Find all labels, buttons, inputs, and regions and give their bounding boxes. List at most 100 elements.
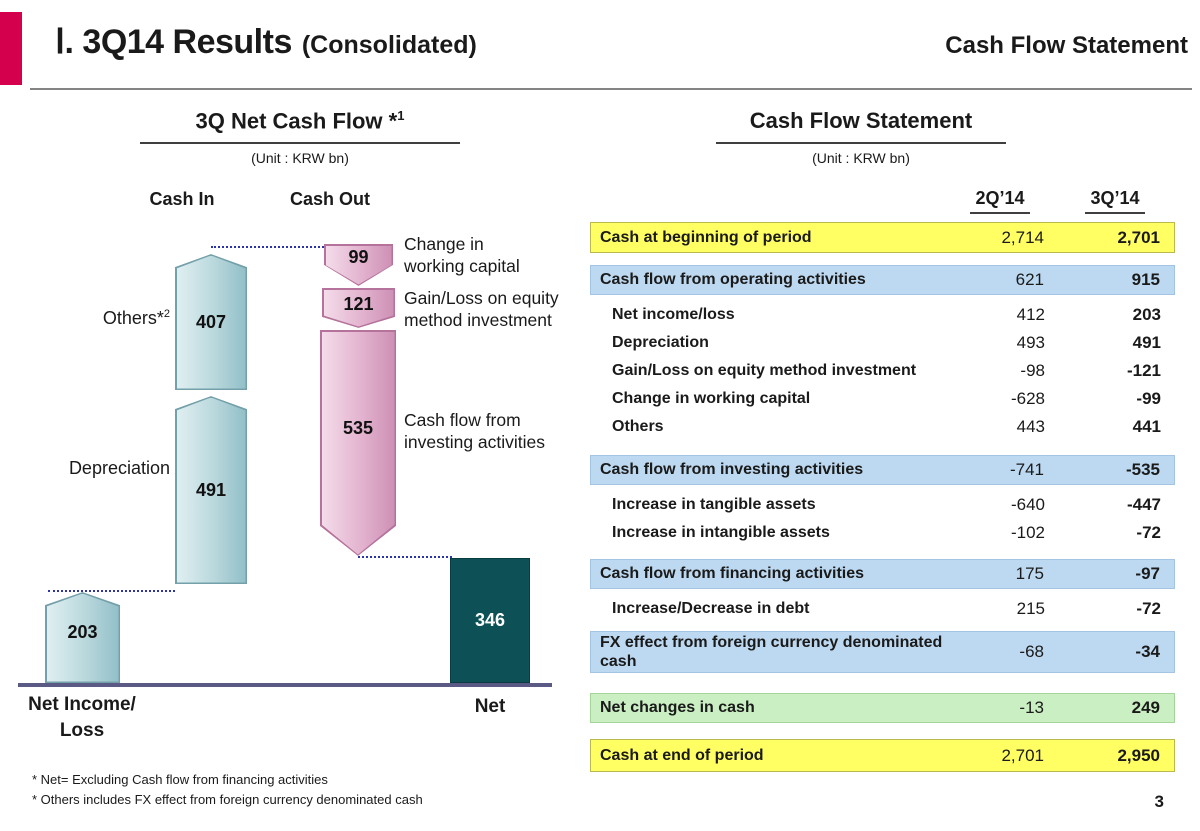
row-label: Others [612, 418, 664, 436]
value-3q14: -72 [1136, 523, 1161, 542]
row-label: Net income/loss [612, 306, 735, 324]
bar-depreciation-value: 491 [195, 479, 227, 500]
bar-net-income-loss-value: 203 [67, 622, 98, 642]
value-3q14: 441 [1132, 417, 1161, 436]
row-label: Increase in intangible assets [612, 524, 830, 542]
arrow-equity-method: 121 [322, 288, 395, 328]
depreciation-label: Depreciation [68, 458, 170, 478]
value-3q14: 203 [1132, 305, 1161, 324]
value-2q14: -628 [1010, 389, 1045, 408]
chart-unit-label: (Unit : KRW bn) [251, 150, 349, 166]
others-label-text: Others* [102, 308, 164, 328]
value-2q14: 2,714 [1001, 227, 1044, 247]
row-label: Increase in tangible assets [612, 496, 816, 514]
others-label: Others*2 [58, 308, 170, 329]
row-label: Increase/Decrease in debt [612, 600, 810, 618]
bar-fill [176, 255, 246, 389]
value-2q14: 493 [1016, 333, 1045, 352]
cash-in-column-label: Cash In [149, 189, 215, 209]
arrow-fill [322, 332, 395, 555]
arrow-equity-method-value: 121 [343, 293, 374, 314]
value-3q14: 2,950 [1117, 745, 1160, 765]
annotation-investing: Cash flow from investing activities [404, 410, 546, 453]
value-3q14: -34 [1135, 642, 1160, 661]
bar-fill [176, 397, 246, 583]
bar-net-value: 346 [474, 610, 506, 630]
value-3q14: 249 [1131, 698, 1160, 717]
column-header-2q14-text: 2Q’14 [970, 188, 1030, 214]
cash-out-column-label: Cash Out [289, 189, 370, 209]
chart-baseline [18, 683, 552, 687]
column-header-3q14-text: 3Q’14 [1085, 188, 1145, 214]
dotted-connector-net-income [48, 590, 175, 592]
value-2q14: -13 [1019, 698, 1044, 717]
value-3q14: -535 [1125, 460, 1160, 479]
value-3q14: -72 [1136, 599, 1161, 618]
arrow-working-capital-value: 99 [348, 246, 369, 267]
value-3q14: -99 [1136, 389, 1161, 408]
value-2q14: 412 [1016, 305, 1045, 324]
row-label: Cash flow from financing activities [600, 565, 865, 583]
value-2q14: 621 [1015, 270, 1044, 289]
column-header-3q14: 3Q’14 [1055, 188, 1175, 214]
table-column-headers: 2Q’14 3Q’14 [945, 188, 1175, 214]
net-axis-label: Net [474, 696, 506, 717]
value-3q14: 915 [1131, 270, 1160, 289]
value-2q14: 175 [1015, 564, 1044, 583]
row-intangible-assets: Increase in intangible assets -102 -72 [590, 519, 1175, 547]
row-net-changes: Net changes in cash -13 249 [590, 693, 1175, 723]
accent-bar [0, 12, 22, 85]
page-title: Ⅰ. 3Q14 Results [55, 23, 292, 61]
value-2q14: 443 [1016, 417, 1045, 436]
page-number: 3 [1154, 792, 1164, 811]
value-2q14: 2,701 [1001, 745, 1044, 765]
row-financing-activities: Cash flow from financing activities 175 … [590, 559, 1175, 589]
value-2q14: -68 [1019, 642, 1044, 661]
header-divider [30, 88, 1192, 90]
page-title-sub: (Consolidated) [301, 31, 477, 59]
row-label: Cash at beginning of period [600, 228, 812, 246]
dotted-connector-cash-in-out [211, 246, 324, 248]
bar-others: 407 [175, 254, 247, 390]
row-label: Cash flow from investing activities [600, 461, 864, 479]
row-working-capital: Change in working capital -628 -99 [590, 385, 1175, 413]
value-3q14: -97 [1135, 564, 1160, 583]
bar-fill [46, 593, 119, 682]
row-label: Gain/Loss on equity method investment [612, 362, 917, 380]
arrow-investing-activities: 535 [320, 330, 396, 556]
bar-net: 346 [450, 558, 530, 683]
table-unit-label: (Unit : KRW bn) [812, 150, 910, 166]
row-label: Cash at end of period [600, 746, 764, 764]
row-tangible-assets: Increase in tangible assets -640 -447 [590, 491, 1175, 519]
bar-depreciation: 491 [175, 396, 247, 584]
bar-others-value: 407 [195, 311, 227, 332]
footnotes: * Net= Excluding Cash flow from financin… [32, 770, 423, 810]
value-2q14: -102 [1010, 523, 1045, 542]
value-3q14: -121 [1126, 361, 1161, 380]
arrow-working-capital: 99 [324, 244, 393, 286]
annotation-working-capital: Change in working capital [404, 234, 520, 277]
value-2q14: -640 [1010, 495, 1045, 514]
value-2q14: -98 [1020, 361, 1045, 380]
cash-flow-table: Cash at beginning of period 2,714 2,701 … [590, 222, 1175, 772]
row-fx-effect: FX effect from foreign currency denomina… [590, 631, 1175, 673]
chart-title-footnote-ref: 1 [397, 108, 405, 123]
value-3q14: 491 [1132, 333, 1161, 352]
footnote-others: * Others includes FX effect from foreign… [32, 792, 423, 808]
net-income-loss-axis-label: Net Income/ Loss [28, 694, 136, 741]
dotted-connector-net [358, 556, 452, 558]
value-2q14: 215 [1016, 599, 1045, 618]
others-footnote-ref: 2 [163, 308, 170, 320]
value-2q14: -741 [1009, 460, 1044, 479]
chart-title-text: 3Q Net Cash Flow * [195, 108, 398, 134]
row-debt: Increase/Decrease in debt 215 -72 [590, 595, 1175, 623]
row-depreciation: Depreciation 493 491 [590, 329, 1175, 357]
row-label: Net changes in cash [600, 699, 755, 717]
column-header-2q14: 2Q’14 [945, 188, 1055, 214]
row-cash-at-beginning: Cash at beginning of period 2,714 2,701 [590, 222, 1175, 253]
row-investing-activities: Cash flow from investing activities -741… [590, 455, 1175, 485]
row-cash-at-end: Cash at end of period 2,701 2,950 [590, 739, 1175, 772]
row-others: Others 443 441 [590, 413, 1175, 441]
arrow-investing-activities-value: 535 [342, 417, 374, 438]
table-title: Cash Flow Statement [716, 108, 1006, 144]
